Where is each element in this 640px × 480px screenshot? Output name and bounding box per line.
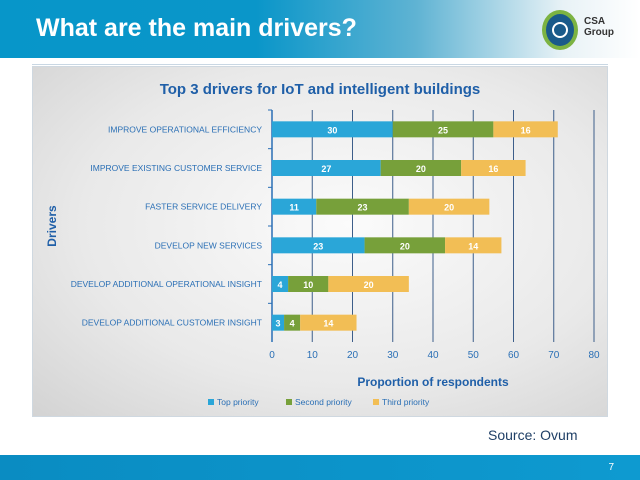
- x-tick-label: 0: [269, 350, 275, 361]
- legend-label: Top priority: [217, 397, 259, 407]
- bar-segment: [272, 237, 365, 254]
- bar-segment: [272, 276, 289, 292]
- data-label: 11: [289, 203, 299, 213]
- divider: [32, 64, 608, 65]
- data-label: 4: [278, 280, 283, 290]
- legend-swatch: [373, 399, 379, 405]
- data-label: 10: [303, 280, 313, 290]
- data-label: 23: [313, 241, 323, 251]
- data-label: 20: [400, 241, 410, 251]
- bar-segment: [272, 314, 285, 331]
- x-tick-label: 30: [387, 350, 399, 361]
- bar-segment: [408, 198, 490, 215]
- data-label: 3: [276, 319, 281, 329]
- data-label: 16: [521, 125, 531, 135]
- data-label: 27: [321, 164, 331, 174]
- bar-segment: [272, 121, 393, 138]
- bar-segment: [364, 237, 446, 254]
- x-tick-label: 10: [307, 350, 319, 361]
- bar-segment: [284, 314, 301, 331]
- slide-title: What are the main drivers?: [36, 14, 357, 42]
- legend-label: Third priority: [382, 397, 430, 407]
- x-tick-label: 20: [347, 350, 359, 361]
- x-axis-title: Proportion of respondents: [357, 375, 509, 389]
- bar-segment: [288, 276, 329, 292]
- data-label: 30: [327, 125, 337, 135]
- category-label: DEVELOP ADDITIONAL OPERATIONAL INSIGHT: [71, 279, 262, 289]
- source-note: Source: Ovum: [488, 427, 578, 443]
- data-label: 25: [438, 125, 448, 135]
- data-label: 20: [364, 280, 374, 290]
- x-tick-label: 40: [427, 350, 439, 361]
- data-label: 14: [468, 241, 478, 251]
- data-label: 14: [323, 319, 333, 329]
- data-label: 20: [444, 203, 454, 213]
- bar-segment: [461, 160, 526, 176]
- category-label: IMPROVE OPERATIONAL EFFICIENCY: [108, 124, 262, 134]
- data-label: 4: [290, 319, 295, 329]
- x-tick-label: 60: [508, 350, 520, 361]
- category-label: DEVELOP ADDITIONAL CUSTOMER INSIGHT: [82, 318, 262, 328]
- category-label: DEVELOP NEW SERVICES: [155, 240, 263, 250]
- bar-segment: [380, 160, 462, 176]
- bar-segment: [272, 198, 317, 215]
- legend-swatch: [286, 399, 292, 405]
- data-label: 23: [358, 203, 368, 213]
- category-label: IMPROVE EXISTING CUSTOMER SERVICE: [90, 163, 262, 173]
- x-tick-label: 50: [468, 350, 480, 361]
- legend-label: Second priority: [295, 397, 352, 407]
- slide-footer: [0, 455, 640, 480]
- slide-header: What are the main drivers? CSA Group: [0, 0, 640, 58]
- bar-segment: [300, 314, 357, 331]
- page-number: 7: [608, 462, 614, 473]
- bar-segment: [316, 198, 409, 215]
- data-label: 20: [416, 164, 426, 174]
- bar-segment: [392, 121, 494, 138]
- category-label: FASTER SERVICE DELIVERY: [145, 202, 262, 212]
- bar-segment: [328, 276, 409, 292]
- x-tick-label: 80: [588, 350, 600, 361]
- legend-swatch: [208, 399, 214, 405]
- bar-segment: [445, 237, 502, 254]
- bar-segment: [272, 160, 381, 176]
- x-tick-label: 70: [548, 350, 560, 361]
- data-label: 16: [488, 164, 498, 174]
- chart-title: Top 3 drivers for IoT and intelligent bu…: [160, 81, 481, 98]
- csa-logo-icon: [542, 10, 578, 50]
- bar-segment: [493, 121, 558, 138]
- logo-text: CSA Group: [584, 16, 614, 38]
- y-axis-title: Drivers: [45, 205, 59, 247]
